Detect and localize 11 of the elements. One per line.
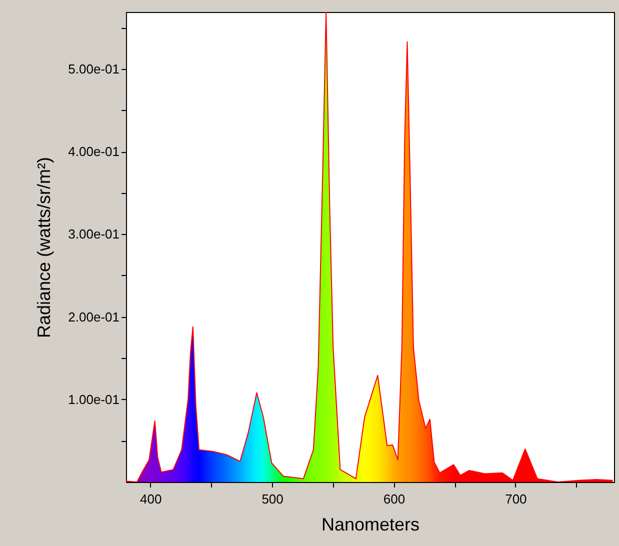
y-tick-label: 3.00e-01	[68, 226, 120, 242]
x-tick-label: 600	[383, 492, 406, 506]
x-tick-label: 700	[505, 492, 527, 506]
y-tick-label: 5.00e-01	[68, 61, 120, 76]
x-axis-title: Nanometers	[321, 514, 420, 534]
x-tick-label: 400	[140, 492, 162, 506]
y-axis-title: Radiance (watts/sr/m²)	[34, 156, 54, 338]
y-tick-label: 4.00e-01	[68, 144, 120, 160]
y-tick-label: 1.00e-01	[68, 392, 120, 407]
x-tick-label: 500	[262, 492, 284, 506]
y-tick-label: 2.00e-01	[68, 309, 120, 324]
